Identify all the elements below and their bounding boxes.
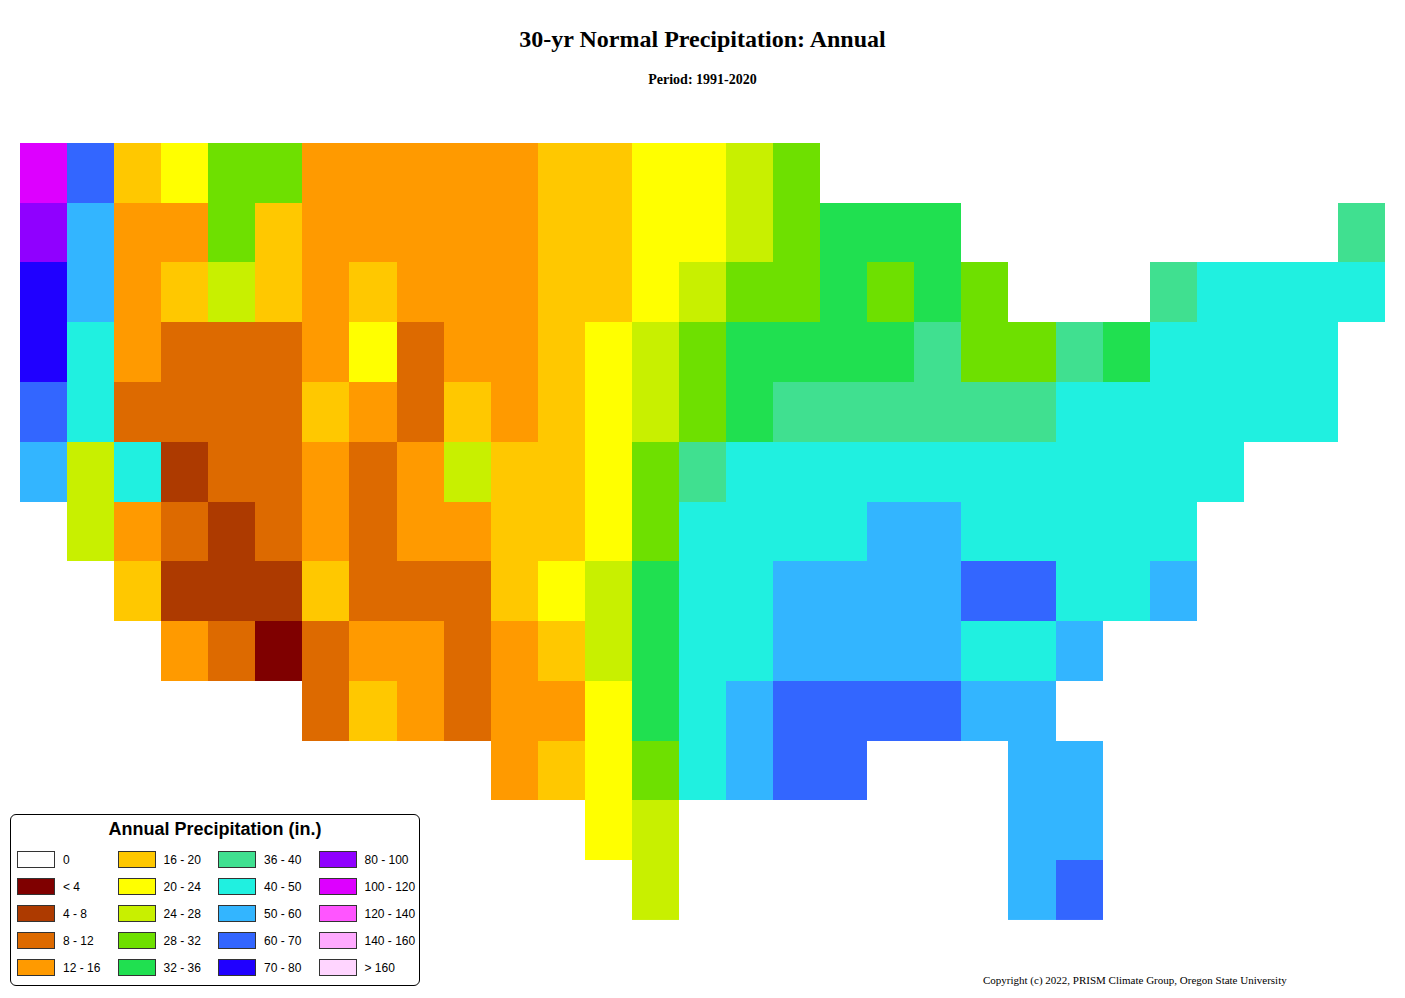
svg-text:Period: 1991-2020: Period: 1991-2020 (648, 72, 756, 87)
html-text:12 - 16: 12 - 16 (63, 960, 101, 975)
html-text:60 - 70: 60 - 70 (264, 933, 302, 948)
html-text:140 - 160: 140 - 160 (364, 933, 416, 948)
svg-text:Copyright (c) 2022, PRISM Clim: Copyright (c) 2022, PRISM Climate Group,… (983, 974, 1287, 987)
html-text:100 - 120: 100 - 120 (364, 879, 416, 894)
html-text:16 - 20: 16 - 20 (163, 852, 201, 867)
html-text:28 - 32: 28 - 32 (163, 933, 201, 948)
html-text:24 - 28: 24 - 28 (163, 906, 201, 921)
html-text:20 - 24: 20 - 24 (163, 879, 201, 894)
html-text:< 4: < 4 (63, 879, 80, 894)
html-text:0: 0 (63, 852, 70, 867)
html-text:70 - 80: 70 - 80 (264, 960, 302, 975)
html-text:8 - 12: 8 - 12 (63, 933, 94, 948)
html-text:40 - 50: 40 - 50 (264, 879, 302, 894)
html-text:50 - 60: 50 - 60 (264, 906, 302, 921)
html-text:32 - 36: 32 - 36 (163, 960, 201, 975)
svg-text:30-yr Normal Precipitation: An: 30-yr Normal Precipitation: Annual (519, 26, 886, 52)
html-text:4 - 8: 4 - 8 (63, 906, 87, 921)
html-text:120 - 140: 120 - 140 (364, 906, 416, 921)
html-text:> 160: > 160 (364, 960, 395, 975)
html-text:36 - 40: 36 - 40 (264, 852, 302, 867)
html-text:Annual Precipitation (in.): Annual Precipitation (in.) (108, 819, 322, 839)
html-text:80 - 100: 80 - 100 (364, 852, 409, 867)
